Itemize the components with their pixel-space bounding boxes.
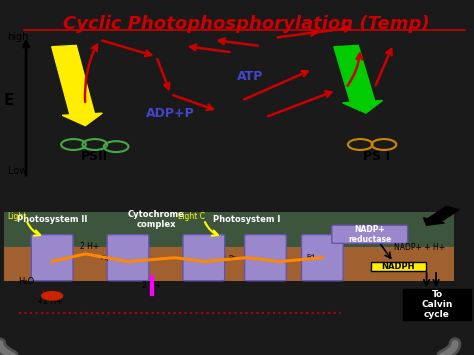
FancyBboxPatch shape [31, 235, 73, 281]
FancyArrow shape [52, 45, 102, 126]
FancyBboxPatch shape [107, 235, 149, 281]
Text: Photosystem II: Photosystem II [17, 215, 87, 224]
Text: Pq: Pq [100, 255, 109, 261]
Text: PSII: PSII [81, 150, 109, 163]
FancyBboxPatch shape [332, 225, 408, 244]
FancyArrow shape [334, 45, 383, 113]
FancyBboxPatch shape [301, 235, 343, 281]
Text: 2 H+: 2 H+ [81, 242, 100, 251]
Text: NADP+
reductase: NADP+ reductase [348, 224, 392, 244]
Text: Light C: Light C [179, 212, 205, 220]
Text: Light: Light [7, 212, 26, 220]
Text: high: high [7, 32, 29, 42]
Text: H₂O: H₂O [18, 277, 34, 286]
Circle shape [42, 292, 63, 300]
FancyBboxPatch shape [4, 212, 454, 248]
Text: ATP: ATP [237, 70, 264, 83]
Text: +2 H+: +2 H+ [37, 297, 63, 306]
Text: E: E [3, 93, 14, 108]
Text: ½o₂: ½o₂ [42, 290, 58, 299]
Text: To
Calvin
cycle: To Calvin cycle [421, 290, 453, 320]
Text: Cytochrome
complex: Cytochrome complex [128, 210, 185, 229]
Text: NADPH: NADPH [382, 262, 415, 271]
FancyBboxPatch shape [403, 289, 471, 320]
FancyArrow shape [423, 207, 459, 225]
Text: Photosystem I: Photosystem I [213, 215, 280, 224]
Text: 2 H+: 2 H+ [142, 281, 161, 290]
Text: NADP+ + H+: NADP+ + H+ [394, 243, 445, 252]
Text: Fd: Fd [306, 253, 315, 260]
FancyBboxPatch shape [183, 235, 225, 281]
Text: ADP+P: ADP+P [146, 107, 195, 120]
FancyBboxPatch shape [4, 247, 454, 280]
FancyBboxPatch shape [245, 235, 286, 281]
FancyBboxPatch shape [371, 262, 426, 271]
Text: Pc: Pc [228, 255, 236, 261]
Text: Low: Low [9, 166, 27, 176]
Text: Cyclic Photophosphorylation (Temp): Cyclic Photophosphorylation (Temp) [63, 15, 430, 33]
Text: PS I: PS I [364, 150, 390, 163]
